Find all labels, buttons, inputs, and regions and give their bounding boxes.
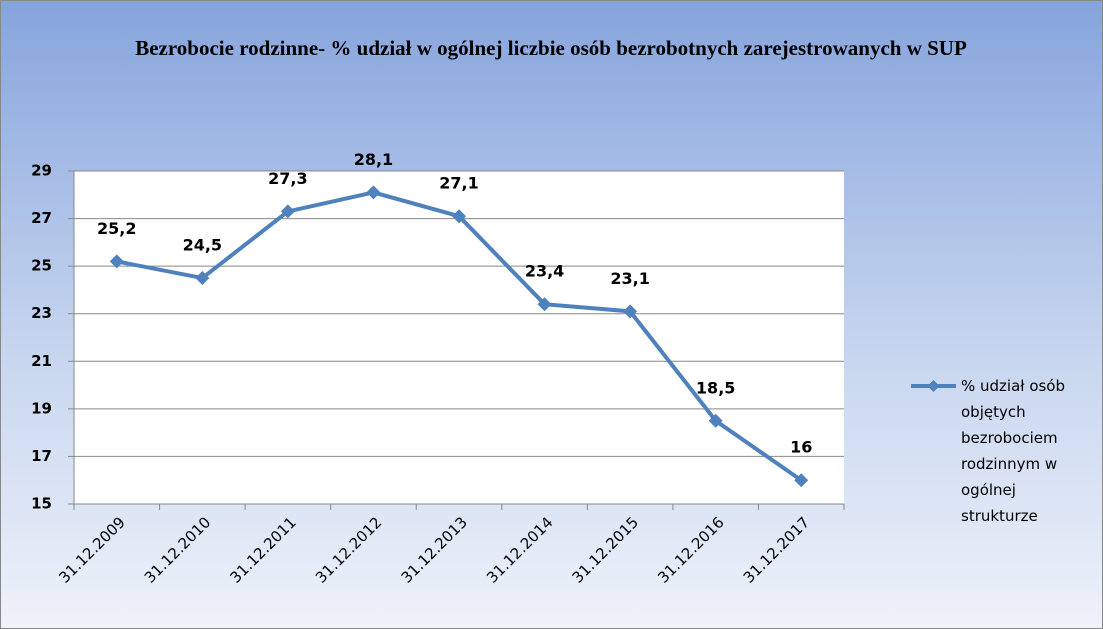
y-tick-label: 21 xyxy=(31,352,52,370)
y-tick-label: 19 xyxy=(31,399,52,417)
y-tick-label: 15 xyxy=(31,495,52,513)
x-tick-label: 31.12.2017 xyxy=(740,513,813,586)
x-tick-label: 31.12.2014 xyxy=(483,513,556,586)
marker xyxy=(280,204,295,219)
data-label: 27,3 xyxy=(268,169,307,188)
x-tick-label: 31.12.2011 xyxy=(226,513,299,586)
plot-area xyxy=(74,171,844,504)
marker xyxy=(366,185,381,200)
data-label: 23,4 xyxy=(525,262,564,281)
x-tick-label: 31.12.2013 xyxy=(398,513,471,586)
marker xyxy=(452,209,466,224)
x-tick-label: 31.12.2009 xyxy=(55,513,128,586)
x-tick-label: 31.12.2010 xyxy=(141,513,214,586)
y-tick-label: 23 xyxy=(31,304,52,322)
legend-label: % udział osób objętych bezrobociem rodzi… xyxy=(961,377,1066,525)
data-label: 25,2 xyxy=(97,219,136,238)
marker xyxy=(623,304,638,319)
marker xyxy=(708,413,723,428)
chart-title: Bezrobocie rodzinne- % udział w ogólnej … xyxy=(135,36,967,60)
x-tick-label: 31.12.2016 xyxy=(654,513,727,586)
marker xyxy=(195,271,210,286)
data-label: 27,1 xyxy=(439,174,478,193)
x-tick-label: 31.12.2015 xyxy=(569,513,642,586)
marker xyxy=(109,254,124,269)
data-label: 23,1 xyxy=(610,269,649,288)
marker xyxy=(794,473,809,488)
data-label: 18,5 xyxy=(696,378,735,397)
data-label: 28,1 xyxy=(354,150,393,169)
legend-marker xyxy=(927,380,940,392)
y-tick-label: 27 xyxy=(31,209,52,227)
y-tick-label: 29 xyxy=(31,162,52,180)
marker xyxy=(537,297,552,312)
data-label: 16 xyxy=(790,438,812,457)
y-tick-label: 17 xyxy=(31,447,52,465)
x-tick-label: 31.12.2012 xyxy=(312,513,385,586)
data-label: 24,5 xyxy=(183,236,222,255)
y-tick-label: 25 xyxy=(31,257,52,275)
